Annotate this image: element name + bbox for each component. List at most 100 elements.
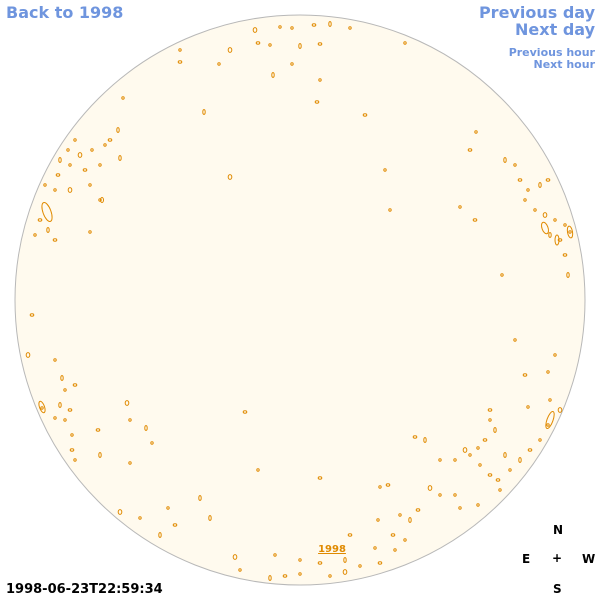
contour-mark (415, 508, 421, 512)
contour-mark (58, 157, 62, 163)
contour-mark (318, 78, 322, 82)
contour-mark (562, 253, 568, 257)
contour-mark (177, 60, 183, 64)
contour-mark (82, 168, 88, 172)
contour-mark (438, 458, 442, 462)
contour-mark (55, 173, 61, 177)
contour-mark (232, 554, 238, 560)
contour-mark (150, 441, 154, 445)
contour-mark (513, 338, 517, 342)
contour-mark (362, 113, 368, 117)
contour-mark (118, 155, 122, 161)
contour-mark (52, 238, 58, 242)
contour-mark (557, 238, 563, 242)
timestamp: 1998-06-23T22:59:34 (6, 582, 163, 597)
contour-mark (523, 198, 527, 202)
contour-mark (385, 483, 391, 487)
next-day-link[interactable]: Next day (515, 20, 595, 39)
contour-mark (328, 21, 332, 27)
contour-mark (393, 548, 397, 552)
contour-mark (268, 575, 272, 581)
previous-day-link[interactable]: Previous day (478, 3, 595, 22)
contour-mark (98, 163, 102, 167)
contour-mark (73, 138, 77, 142)
contour-mark (107, 138, 113, 142)
contour-mark (522, 373, 528, 377)
compass-center: + (552, 551, 563, 565)
contour-mark (25, 352, 31, 358)
contour-mark (198, 495, 202, 501)
contour-mark (66, 148, 70, 152)
contour-mark (317, 42, 323, 46)
compass-west: W (582, 552, 596, 566)
contour-mark (513, 163, 517, 167)
contour-mark (103, 143, 107, 147)
contour-mark (178, 48, 182, 52)
contour-mark (546, 423, 550, 427)
contour-region (100, 197, 104, 203)
contour-mark (121, 96, 125, 100)
contour-features (25, 21, 574, 581)
contour-mark (508, 468, 512, 472)
contour-mark (403, 41, 407, 45)
contour-mark (378, 485, 382, 489)
compass-south: S (553, 582, 562, 596)
contour-region (545, 410, 555, 430)
contour-mark (172, 523, 178, 527)
contour-mark (69, 448, 75, 452)
contour-mark (568, 230, 572, 234)
contour-mark (63, 388, 67, 392)
contour-mark (70, 433, 74, 437)
contour-mark (117, 509, 123, 515)
contour-mark (343, 557, 347, 563)
contour-mark (476, 446, 480, 450)
contour-mark (298, 43, 302, 49)
previous-hour-link[interactable]: Previous hour (508, 46, 595, 59)
contour-mark (377, 561, 383, 565)
contour-mark (566, 272, 570, 278)
contour-mark (347, 533, 353, 537)
contour-mark (68, 163, 72, 167)
contour-mark (487, 408, 493, 412)
next-hour-link[interactable]: Next hour (533, 58, 596, 71)
contour-region (554, 234, 560, 246)
contour-mark (138, 516, 142, 520)
contour-mark (53, 188, 57, 192)
contour-mark (242, 410, 248, 414)
contour-mark (98, 452, 102, 458)
contour-mark (290, 26, 294, 30)
contour-mark (478, 463, 482, 467)
contour-mark (348, 26, 352, 30)
contour-mark (77, 152, 83, 158)
contour-mark (67, 408, 73, 412)
contour-mark (317, 561, 323, 565)
contour-mark (358, 564, 362, 568)
back-to-year-link[interactable]: Back to 1998 (6, 3, 124, 22)
contour-mark (40, 406, 44, 410)
contour-mark (46, 227, 50, 233)
contour-mark (98, 198, 102, 202)
contour-mark (493, 427, 497, 433)
year-label[interactable]: 1998 (318, 544, 346, 555)
contour-mark (58, 402, 62, 408)
contour-mark (290, 62, 294, 66)
contour-mark (238, 568, 242, 572)
contour-mark (227, 174, 233, 180)
contour-mark (538, 182, 542, 188)
contour-mark (282, 574, 288, 578)
year-link[interactable]: 1998 (318, 544, 346, 555)
contour-mark (557, 407, 563, 413)
contour-mark (538, 438, 542, 442)
contour-mark (495, 478, 501, 482)
contour-mark (500, 273, 504, 277)
contour-mark (548, 398, 552, 402)
contour-mark (518, 457, 522, 463)
contour-mark (427, 485, 433, 491)
contour-region (41, 202, 53, 222)
contour-mark (468, 453, 472, 457)
contour-mark (453, 458, 457, 462)
contour-mark (474, 130, 478, 134)
contour-mark (476, 503, 480, 507)
solar-disk (14, 14, 586, 586)
